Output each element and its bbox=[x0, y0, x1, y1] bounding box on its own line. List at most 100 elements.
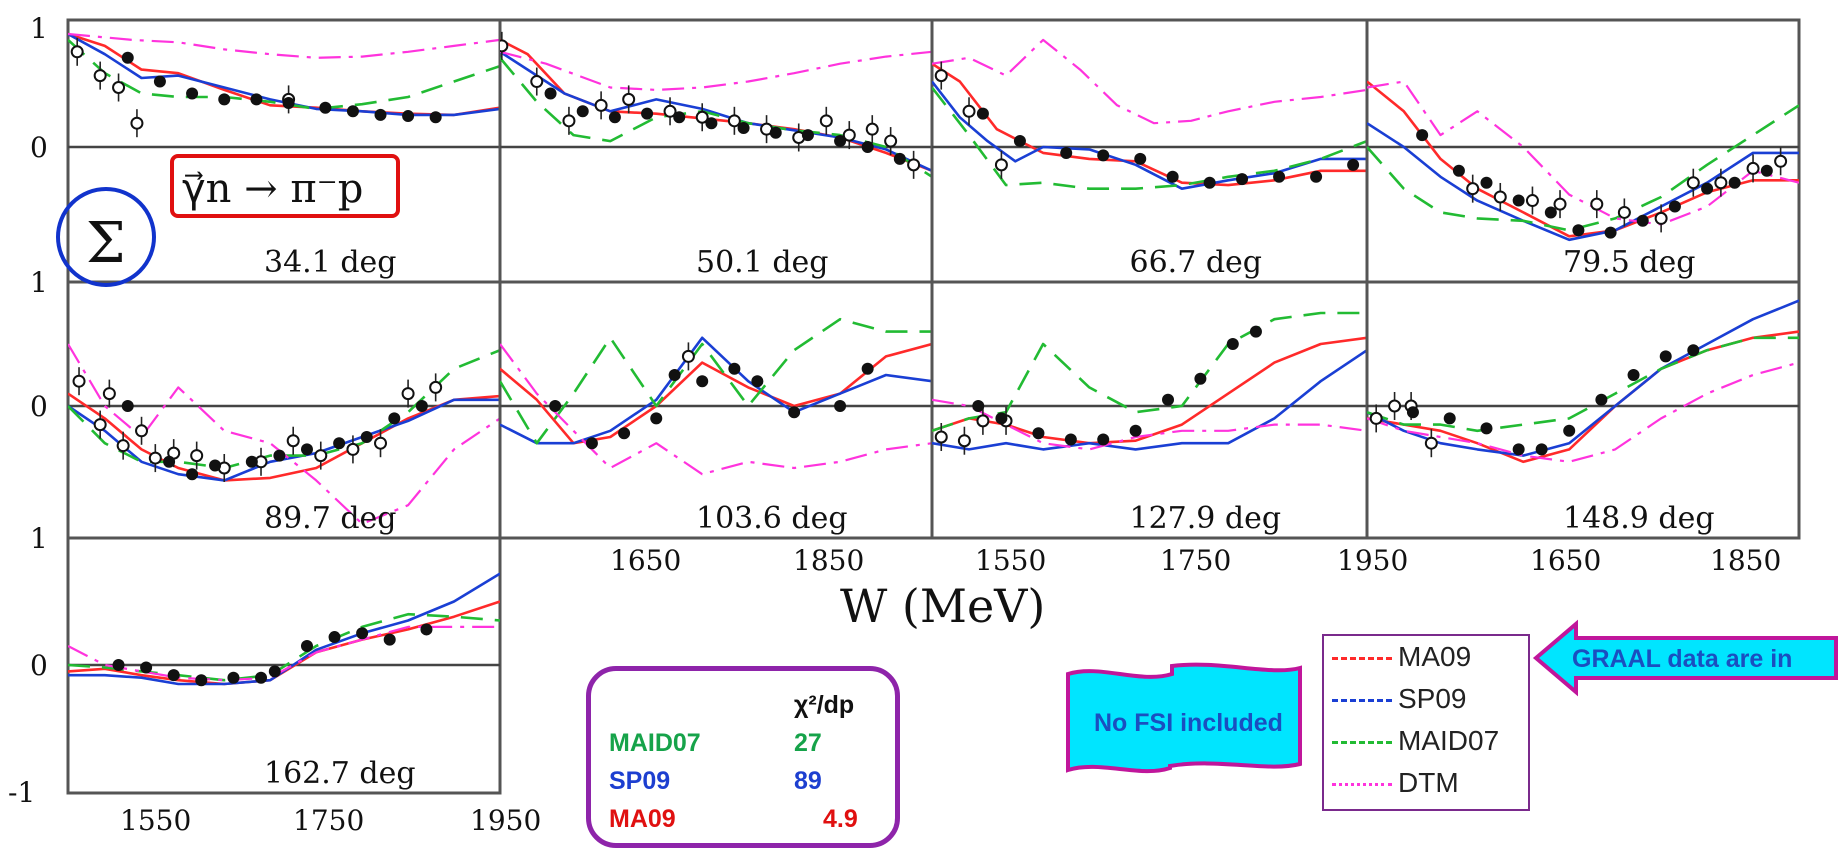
series-ma09 bbox=[500, 342, 932, 445]
data-point-open bbox=[429, 380, 443, 394]
series-sp09 bbox=[500, 336, 932, 445]
data-point-filled bbox=[673, 111, 686, 124]
chi2-model: MAID07 bbox=[609, 729, 701, 757]
y-tick-label: 0 bbox=[30, 390, 48, 423]
series-dtm bbox=[500, 50, 932, 92]
panel-0: 34.1 deg bbox=[66, 18, 502, 284]
x-tick-label: 1950 bbox=[470, 804, 541, 837]
series-maid07 bbox=[932, 86, 1367, 190]
data-point-filled bbox=[383, 633, 396, 646]
data-point-filled bbox=[544, 87, 557, 100]
x-tick-label: 1550 bbox=[975, 544, 1046, 577]
data-point-filled bbox=[1416, 129, 1429, 142]
series-maid07 bbox=[68, 348, 500, 470]
data-point-open bbox=[190, 449, 204, 463]
panel-angle-label: 127.9 deg bbox=[1130, 501, 1282, 536]
data-point-filled bbox=[801, 129, 814, 142]
y-tick-label: 1 bbox=[30, 266, 48, 299]
panel-frame bbox=[498, 280, 934, 540]
data-point-filled bbox=[972, 400, 985, 412]
data-point-open bbox=[727, 114, 741, 128]
legend-swatch-ma09 bbox=[1332, 657, 1392, 660]
data-point-filled bbox=[1097, 433, 1110, 446]
panel-frame bbox=[1365, 280, 1801, 540]
data-point-filled bbox=[429, 111, 442, 124]
legend-swatch-maid07 bbox=[1332, 741, 1392, 744]
data-point-open bbox=[102, 387, 116, 401]
x-tick-label: 1750 bbox=[1160, 544, 1231, 577]
reaction-label: γ⃗n → π⁻p bbox=[182, 166, 363, 212]
panel-angle-label: 162.7 deg bbox=[264, 756, 416, 791]
fsi-callout-banner bbox=[1066, 662, 1302, 774]
data-point-filled bbox=[788, 406, 801, 419]
data-point-filled bbox=[218, 93, 231, 106]
y-tick-label: -1 bbox=[8, 776, 35, 809]
data-point-filled bbox=[273, 449, 286, 462]
data-point-open bbox=[314, 449, 328, 463]
series-dtm bbox=[68, 32, 500, 59]
data-point-open bbox=[819, 114, 833, 128]
series-dtm bbox=[1367, 361, 1799, 463]
panel-angle-label: 66.7 deg bbox=[1130, 245, 1263, 280]
data-point-open bbox=[907, 158, 921, 172]
chi2-model: MA09 bbox=[609, 805, 676, 833]
sigma-circle bbox=[56, 187, 156, 287]
data-point-filled bbox=[300, 639, 313, 652]
x-tick-label: 1650 bbox=[1530, 544, 1601, 577]
chi2-value: 89 bbox=[794, 767, 822, 795]
data-point-filled bbox=[1604, 226, 1617, 239]
data-point-filled bbox=[1563, 424, 1576, 437]
data-point-filled bbox=[705, 117, 718, 130]
series-maid07 bbox=[1367, 336, 1799, 433]
data-point-open bbox=[1388, 399, 1402, 413]
data-point-open bbox=[1617, 205, 1631, 219]
series-ma09 bbox=[932, 336, 1367, 445]
series-sp09 bbox=[1367, 122, 1799, 242]
data-point-filled bbox=[1134, 152, 1147, 165]
data-point-open bbox=[401, 387, 415, 401]
panel-5: 103.6 deg bbox=[498, 280, 934, 540]
data-point-filled bbox=[1512, 443, 1525, 456]
data-point-open bbox=[135, 424, 149, 438]
panel-angle-label: 79.5 deg bbox=[1563, 245, 1696, 280]
series-ma09 bbox=[68, 392, 500, 482]
panel-angle-label: 103.6 deg bbox=[696, 501, 848, 536]
data-point-open bbox=[346, 442, 360, 456]
x-axis-title: W (MeV) bbox=[840, 579, 1045, 633]
panel-8: 162.7 deg bbox=[66, 536, 502, 795]
data-point-filled bbox=[608, 111, 621, 124]
x-tick-labels: 1650 1850 1550 1750 1950 1650 1850 1550 1750 1950 bbox=[120, 544, 1781, 837]
data-point-open bbox=[1774, 154, 1788, 168]
panel-3: 79.5 deg bbox=[1365, 18, 1801, 284]
panel-6: 127.9 deg bbox=[930, 280, 1369, 540]
data-point-filled bbox=[751, 375, 764, 388]
data-point-filled bbox=[1129, 424, 1142, 437]
legend-label-ma09: MA09 bbox=[1398, 641, 1472, 672]
data-point-filled bbox=[300, 443, 313, 456]
data-point-open bbox=[884, 134, 898, 148]
data-point-filled bbox=[1668, 200, 1681, 213]
data-point-open bbox=[1714, 176, 1728, 190]
data-point-filled bbox=[1097, 149, 1110, 162]
data-point-open bbox=[865, 122, 879, 136]
chi2-model: SP09 bbox=[609, 767, 671, 795]
data-point-filled bbox=[420, 623, 433, 636]
x-tick-label: 1850 bbox=[1710, 544, 1781, 577]
y-tick-label: 0 bbox=[30, 649, 48, 682]
data-point-filled bbox=[1310, 170, 1323, 183]
legend: MA09 SP09 MAID07 DTM bbox=[1322, 634, 1530, 811]
data-point-filled bbox=[668, 369, 681, 381]
panel-angle-label: 89.7 deg bbox=[264, 501, 397, 536]
series-dtm bbox=[932, 398, 1367, 451]
data-point-filled bbox=[1659, 350, 1672, 363]
data-point-filled bbox=[1236, 173, 1249, 186]
legend-swatch-sp09 bbox=[1332, 699, 1392, 702]
data-point-filled bbox=[415, 400, 428, 412]
series-sp09 bbox=[68, 398, 500, 482]
legend-label-maid07: MAID07 bbox=[1398, 725, 1500, 756]
data-point-open bbox=[842, 128, 856, 142]
panel-1: 50.1 deg bbox=[498, 18, 934, 284]
data-point-filled bbox=[356, 627, 369, 640]
